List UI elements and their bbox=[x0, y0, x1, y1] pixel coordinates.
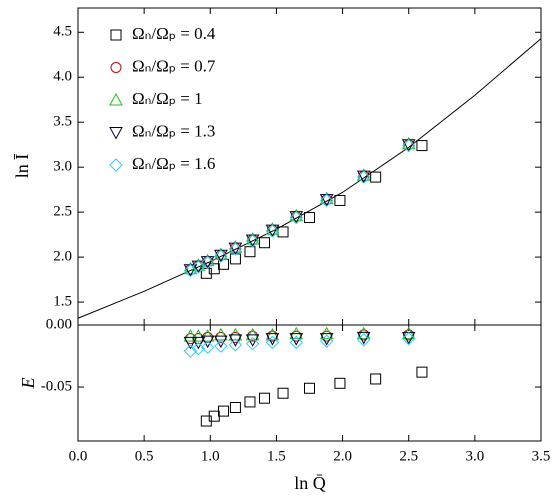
point bbox=[265, 224, 280, 238]
point bbox=[356, 326, 371, 340]
legend-marker bbox=[109, 127, 123, 140]
bottom-y-label: E bbox=[18, 378, 38, 390]
point bbox=[370, 171, 382, 183]
point bbox=[319, 334, 334, 348]
point bbox=[244, 396, 256, 408]
point bbox=[200, 340, 215, 355]
point bbox=[319, 193, 334, 208]
point bbox=[319, 333, 334, 346]
x-tick-label: 2.0 bbox=[333, 448, 352, 464]
point bbox=[402, 138, 416, 153]
point bbox=[401, 326, 416, 340]
legend-marker bbox=[110, 62, 122, 73]
x-tick-label: 2.5 bbox=[399, 448, 418, 464]
point bbox=[214, 249, 228, 263]
point bbox=[229, 331, 241, 343]
y-tick-label: 0.00 bbox=[46, 316, 72, 332]
legend-marker bbox=[109, 92, 123, 106]
point bbox=[218, 405, 230, 417]
point bbox=[334, 194, 346, 206]
point bbox=[208, 263, 220, 275]
y-tick-label: 1.5 bbox=[53, 294, 72, 310]
bottom-frame bbox=[77, 324, 542, 442]
point bbox=[370, 373, 382, 385]
point bbox=[304, 212, 315, 224]
point bbox=[277, 226, 289, 238]
y-tick-label: 2.0 bbox=[53, 249, 72, 265]
point bbox=[416, 366, 428, 378]
y-tick-label: -0.05 bbox=[41, 378, 72, 394]
point bbox=[321, 330, 333, 342]
point bbox=[334, 377, 346, 389]
point bbox=[200, 267, 212, 279]
point bbox=[228, 334, 243, 347]
legend-label: Ωₙ/Ωₚ = 1.3 bbox=[132, 121, 215, 140]
point bbox=[245, 234, 260, 248]
legend-label: Ωₙ/Ωₚ = 1.6 bbox=[132, 154, 215, 173]
y-tick-label: 4.5 bbox=[53, 24, 72, 40]
point bbox=[229, 402, 241, 414]
point bbox=[191, 336, 206, 350]
point bbox=[357, 333, 371, 347]
x-label: ln Q̄ bbox=[294, 473, 326, 493]
y-tick-label: 3.5 bbox=[53, 114, 72, 130]
y-tick-label: 4.0 bbox=[53, 69, 72, 85]
point bbox=[289, 335, 303, 350]
legend-marker bbox=[109, 158, 123, 172]
y-tick-label: 2.5 bbox=[53, 204, 72, 220]
point bbox=[200, 335, 215, 349]
point bbox=[228, 242, 243, 256]
point bbox=[357, 170, 371, 184]
legend-label: Ωₙ/Ωₚ = 0.4 bbox=[132, 24, 216, 43]
point bbox=[214, 339, 228, 353]
point bbox=[416, 140, 428, 152]
legend-marker bbox=[110, 29, 122, 41]
point bbox=[356, 331, 371, 345]
point bbox=[183, 336, 198, 350]
point bbox=[214, 335, 228, 349]
point bbox=[289, 210, 303, 225]
top-y-label: ln Ī bbox=[12, 154, 32, 179]
point bbox=[228, 338, 243, 352]
legend-label: Ωₙ/Ωₚ = 0.7 bbox=[132, 56, 216, 75]
x-tick-label: 0.0 bbox=[69, 448, 88, 464]
x-tick-label: 3.5 bbox=[532, 448, 551, 464]
legend-label: Ωₙ/Ωₚ = 1 bbox=[132, 89, 203, 108]
fit-curve bbox=[77, 38, 542, 319]
x-tick-label: 1.0 bbox=[201, 448, 220, 464]
point bbox=[277, 387, 289, 399]
point bbox=[265, 327, 280, 341]
point bbox=[259, 392, 271, 404]
point bbox=[244, 246, 256, 258]
x-tick-label: 0.5 bbox=[135, 448, 154, 464]
point bbox=[183, 329, 198, 342]
point bbox=[259, 237, 271, 249]
point bbox=[183, 344, 198, 358]
y-tick-label: 3.0 bbox=[53, 159, 72, 175]
point bbox=[402, 331, 416, 346]
point bbox=[245, 336, 260, 351]
x-tick-label: 3.0 bbox=[465, 448, 484, 464]
point bbox=[304, 382, 315, 394]
point bbox=[200, 255, 215, 270]
point bbox=[191, 260, 206, 274]
point bbox=[265, 335, 280, 350]
x-tick-label: 1.5 bbox=[267, 448, 286, 464]
